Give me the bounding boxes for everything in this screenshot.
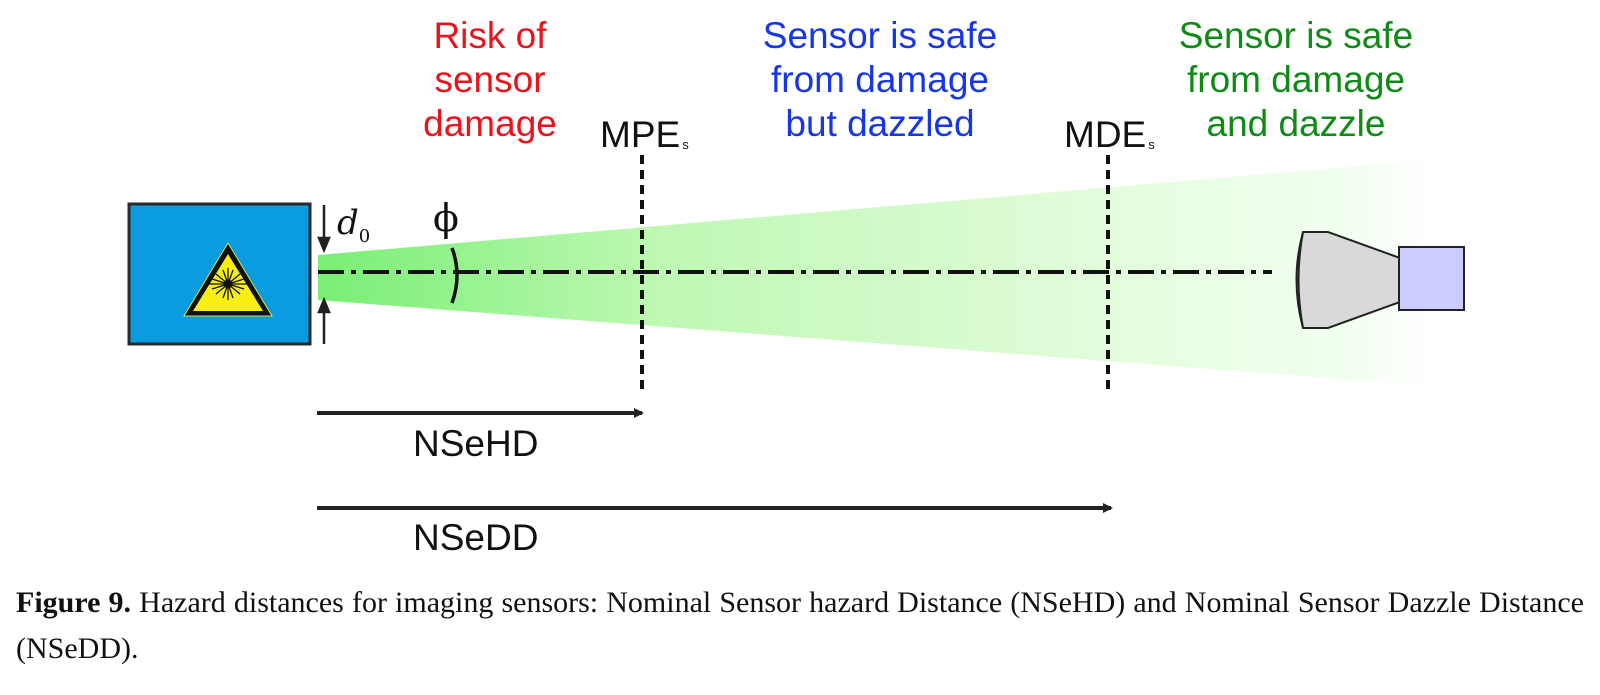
aperture-arrows — [317, 205, 331, 344]
zone-label-line: Risk of — [433, 15, 547, 56]
divergence-arc — [450, 247, 459, 304]
mde-label: MDE s — [1064, 114, 1155, 156]
laser-source-icon — [127, 202, 312, 346]
imaging-sensor-icon — [1295, 231, 1465, 329]
zone-label-line: but dazzled — [785, 103, 975, 144]
zone-label-line: sensor — [434, 59, 546, 100]
zone-label-dazzled: Sensor is safe from damage but dazzled — [740, 14, 1020, 146]
mde-label-main: MDE — [1064, 114, 1147, 155]
zone-label-line: from damage — [771, 59, 989, 100]
mpe-label-main: MPE — [600, 114, 681, 155]
diagram-graphics — [127, 155, 1465, 513]
zone-label-line: Sensor is safe — [762, 15, 998, 56]
caption-text: Hazard distances for imaging sensors: No… — [16, 586, 1584, 665]
nsedd-label: NSeDD — [413, 517, 539, 558]
laser-warning-icon — [183, 242, 273, 317]
zone-label-safe: Sensor is safe from damage and dazzle — [1156, 14, 1436, 146]
figure-number: Figure 9. — [16, 586, 132, 619]
mpe-label: MPE s — [600, 114, 689, 156]
mde-label-sub: s — [1148, 137, 1155, 152]
zone-label-line: damage — [423, 103, 557, 144]
zone-label-line: and dazzle — [1206, 103, 1386, 144]
figure-caption: Figure 9. Hazard distances for imaging s… — [16, 580, 1584, 672]
aperture-symbol: d — [337, 203, 359, 243]
zone-label-line: from damage — [1187, 59, 1405, 100]
divergence-label: ϕ — [433, 196, 459, 240]
hazard-diagram: Risk of sensor damage Sensor is safe fro… — [127, 14, 1465, 558]
nsehd-label: NSeHD — [413, 423, 539, 464]
aperture-diameter-label: d0 — [337, 203, 370, 247]
aperture-subscript: 0 — [358, 225, 371, 247]
zone-label-damage: Risk of sensor damage — [370, 14, 610, 146]
zone-label-line: Sensor is safe — [1178, 15, 1414, 56]
mpe-label-sub: s — [682, 137, 689, 152]
